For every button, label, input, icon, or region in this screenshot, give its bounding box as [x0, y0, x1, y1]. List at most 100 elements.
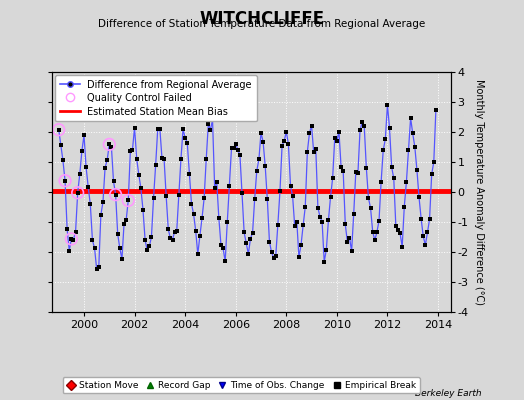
Point — [242, 240, 250, 246]
Point — [211, 184, 219, 191]
Point — [147, 234, 156, 240]
Text: WITCHCLIFFE: WITCHCLIFFE — [200, 10, 324, 28]
Point — [187, 200, 195, 207]
Point — [126, 148, 135, 154]
Point — [73, 190, 82, 196]
Point — [276, 188, 284, 194]
Point — [368, 228, 377, 235]
Point — [400, 203, 409, 210]
Point — [299, 222, 308, 228]
Point — [170, 229, 179, 235]
Point — [181, 134, 189, 141]
Point — [137, 185, 145, 192]
Point — [94, 264, 103, 271]
Point — [354, 170, 362, 176]
Point — [209, 117, 217, 123]
Point — [419, 233, 428, 240]
Point — [168, 236, 177, 243]
Point — [174, 192, 183, 198]
Point — [63, 226, 71, 232]
Point — [234, 147, 242, 153]
Point — [345, 234, 354, 241]
Point — [297, 242, 305, 248]
Point — [135, 171, 143, 178]
Point — [75, 171, 84, 177]
Point — [430, 159, 438, 165]
Point — [166, 235, 174, 242]
Point — [425, 216, 434, 222]
Point — [413, 167, 421, 173]
Point — [257, 130, 265, 136]
Point — [151, 162, 160, 168]
Point — [198, 215, 206, 222]
Point — [191, 228, 200, 234]
Point — [114, 231, 122, 238]
Point — [288, 193, 297, 200]
Point — [88, 237, 96, 244]
Point — [423, 229, 432, 236]
Point — [230, 145, 238, 152]
Point — [292, 218, 301, 225]
Point — [377, 179, 385, 185]
Point — [189, 211, 198, 217]
Point — [379, 147, 387, 154]
Point — [162, 193, 170, 200]
Point — [347, 248, 356, 254]
Point — [172, 228, 181, 234]
Point — [118, 256, 126, 262]
Point — [421, 242, 430, 248]
Point — [303, 148, 312, 155]
Point — [225, 183, 234, 189]
Point — [105, 141, 114, 148]
Point — [329, 175, 337, 181]
Point — [255, 156, 263, 162]
Point — [282, 128, 290, 135]
Point — [253, 168, 261, 174]
Point — [324, 217, 333, 224]
Point — [160, 156, 168, 162]
Point — [362, 165, 370, 171]
Point — [82, 164, 90, 170]
Point — [389, 175, 398, 182]
Point — [67, 236, 75, 242]
Point — [61, 178, 69, 184]
Point — [120, 220, 128, 227]
Point — [385, 125, 394, 131]
Text: Berkeley Earth: Berkeley Earth — [416, 389, 482, 398]
Point — [375, 218, 383, 224]
Point — [128, 146, 137, 153]
Point — [183, 140, 191, 146]
Point — [405, 146, 413, 153]
Point — [415, 194, 423, 200]
Point — [193, 251, 202, 258]
Point — [402, 179, 411, 185]
Point — [341, 221, 350, 228]
Point — [67, 236, 75, 242]
Point — [90, 245, 99, 251]
Point — [232, 140, 240, 147]
Point — [366, 205, 375, 211]
Point — [219, 245, 227, 252]
Legend: Station Move, Record Gap, Time of Obs. Change, Empirical Break: Station Move, Record Gap, Time of Obs. C… — [62, 377, 420, 394]
Point — [411, 144, 419, 150]
Point — [145, 243, 154, 250]
Point — [99, 199, 107, 205]
Point — [265, 238, 274, 245]
Point — [236, 152, 244, 158]
Point — [195, 232, 204, 239]
Point — [274, 222, 282, 228]
Point — [331, 135, 339, 141]
Point — [263, 196, 271, 202]
Point — [294, 254, 303, 260]
Point — [428, 171, 436, 178]
Point — [391, 223, 400, 230]
Point — [133, 156, 141, 162]
Point — [61, 178, 69, 184]
Point — [312, 146, 320, 152]
Point — [352, 168, 360, 175]
Point — [139, 207, 147, 213]
Point — [310, 149, 318, 155]
Point — [383, 102, 391, 108]
Point — [130, 124, 139, 131]
Point — [314, 204, 322, 211]
